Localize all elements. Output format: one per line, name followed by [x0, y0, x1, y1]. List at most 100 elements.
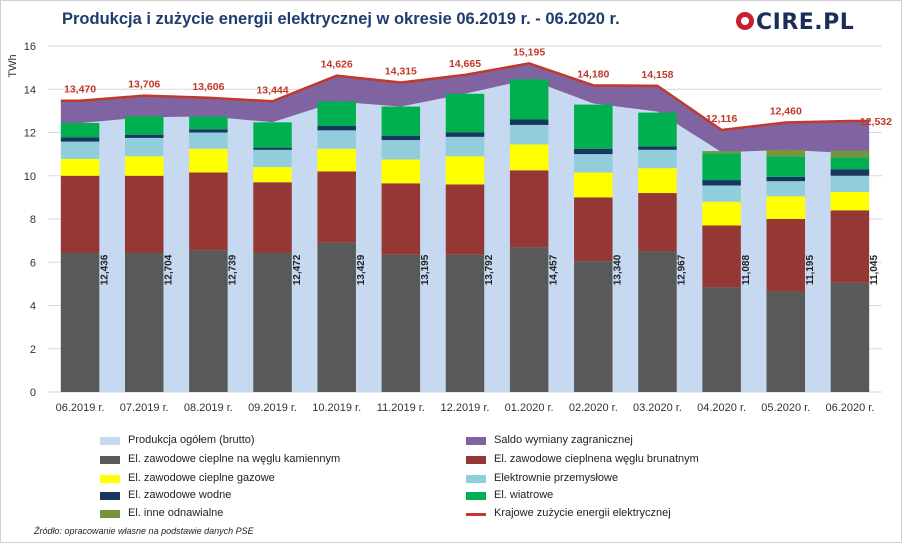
- bar-segment-4-5: [381, 135, 421, 141]
- consumption-label-8: 14,180: [577, 68, 609, 80]
- legend-label-consumption: Krajowe zużycie energii elektrycznej: [494, 507, 671, 519]
- bar-segment-0-3: [253, 252, 292, 392]
- bar-segment-3-12: [830, 175, 870, 192]
- legend-label-hard-coal: El. zawodowe cieplne na węglu kamiennym: [128, 453, 341, 465]
- y-tick-label-2: 4: [30, 301, 36, 313]
- consumption-label-1: 13,706: [128, 79, 160, 91]
- bar-segment-4-8: [574, 148, 613, 155]
- logo: CIRE.PL: [736, 10, 886, 36]
- bar-segment-5-3: [253, 122, 292, 148]
- y-tick-label-7: 14: [24, 84, 36, 96]
- x-tick-label-4: 10.2019 r.: [312, 402, 361, 414]
- x-tick-label-1: 07.2019 r.: [120, 402, 169, 414]
- bar-segment-2-4: [317, 148, 356, 172]
- consumption-label-0: 13,470: [64, 84, 96, 96]
- legend-swatch-hydro: [100, 492, 120, 500]
- x-tick-label-3: 09.2019 r.: [248, 402, 297, 414]
- legend-swatch-consumption: [466, 513, 486, 516]
- bar-segment-2-12: [830, 191, 870, 211]
- bar-segment-2-1: [124, 156, 164, 176]
- bar-segment-4-12: [830, 169, 870, 176]
- legend-label-hydro: El. zawodowe wodne: [128, 489, 232, 501]
- bar-segment-1-4: [317, 171, 356, 243]
- bar-segment-5-5: [381, 106, 421, 136]
- bar-segment-2-8: [574, 172, 613, 198]
- bar-segment-4-7: [509, 119, 549, 125]
- production-label-2: 12,739: [228, 254, 239, 285]
- source-note: Źródło: opracowanie własne na podstawie …: [34, 526, 254, 536]
- bar-segment-3-9: [638, 149, 677, 169]
- production-label-3: 12,472: [292, 254, 303, 285]
- bar-segment-5-8: [574, 104, 613, 149]
- bar-segment-6-10: [702, 151, 741, 154]
- bar-segment-1-10: [702, 225, 741, 288]
- x-tick-label-11: 05.2020 r.: [761, 402, 810, 414]
- bar-segment-3-4: [317, 130, 356, 149]
- bar-segment-1-9: [638, 193, 677, 252]
- chart-title: Produkcja i zużycie energii elektrycznej…: [62, 10, 620, 28]
- bar-segment-3-7: [509, 124, 549, 145]
- production-label-6: 13,792: [484, 254, 495, 285]
- legend-label-industrial: Elektrownie przemysłowe: [494, 472, 619, 484]
- bar-segment-3-0: [60, 141, 100, 159]
- x-tick-label-0: 06.2019 r.: [56, 402, 105, 414]
- legend-swatch-hard-coal: [100, 456, 120, 464]
- exchange-balance-area: [60, 63, 870, 154]
- production-label-4: 13,429: [356, 254, 367, 285]
- y-tick-label-8: 16: [24, 41, 36, 53]
- bar-segment-0-12: [830, 282, 870, 392]
- chart-plot: 0 2 4 6 8 10 12 14 16 TWh 13,470 13,706 13,606 13,444…: [7, 41, 892, 414]
- production-label-0: 12,436: [99, 254, 110, 285]
- production-label-5: 13,195: [420, 254, 431, 285]
- legend-swatch-industrial: [466, 475, 486, 483]
- legend-swatch-lignite: [466, 456, 486, 464]
- production-label-9: 12,967: [677, 254, 688, 285]
- bar-segment-1-7: [509, 170, 549, 248]
- legend-swatch-other-renewable: [100, 510, 120, 518]
- bar-segment-2-6: [445, 156, 485, 185]
- bar-segment-1-6: [445, 184, 485, 255]
- production-label-7: 14,457: [548, 254, 559, 285]
- x-tick-label-5: 11.2019 r.: [377, 402, 425, 414]
- bar-segment-4-9: [638, 146, 677, 150]
- bar-segment-2-3: [253, 167, 292, 183]
- consumption-label-6: 14,665: [449, 58, 481, 70]
- consumption-label-12: 12,532: [860, 116, 892, 128]
- x-tick-label-2: 08.2019 r.: [184, 402, 233, 414]
- production-label-11: 11,195: [805, 255, 816, 285]
- production-label-1: 12,704: [163, 254, 174, 285]
- bar-segment-5-10: [702, 153, 741, 181]
- logo-mark-icon: [736, 12, 754, 30]
- legend-label-production: Produkcja ogółem (brutto): [128, 434, 255, 446]
- legend-label-exchange: Saldo wymiany zagranicznej: [494, 434, 633, 446]
- y-tick-label-3: 6: [30, 257, 36, 269]
- bar-segment-3-11: [766, 181, 806, 197]
- legend-swatch-gas: [100, 475, 120, 483]
- consumption-label-9: 14,158: [641, 69, 673, 81]
- x-tick-label-7: 01.2020 r.: [505, 402, 554, 414]
- production-label-10: 11,088: [741, 255, 752, 285]
- bar-segment-0-5: [381, 254, 421, 392]
- bar-segment-0-11: [766, 291, 806, 392]
- bar-segment-0-6: [445, 254, 485, 392]
- consumption-label-3: 13,444: [256, 84, 288, 96]
- bar-segment-5-11: [766, 156, 806, 177]
- bar-segment-1-0: [60, 175, 100, 253]
- production-label-8: 13,340: [613, 254, 624, 285]
- bar-segment-2-10: [702, 201, 741, 226]
- consumption-label-10: 12,116: [706, 113, 738, 125]
- bar-segment-6-12: [830, 150, 870, 158]
- bar-segment-4-10: [702, 180, 741, 186]
- bar-segment-4-0: [60, 137, 100, 142]
- bar-segment-0-9: [638, 251, 677, 392]
- bar-segment-0-8: [574, 261, 613, 392]
- bar-segment-3-5: [381, 140, 421, 160]
- consumption-label-5: 14,315: [385, 65, 417, 77]
- bar-segment-1-8: [574, 197, 613, 262]
- x-tick-label-12: 06.2020 r.: [825, 402, 874, 414]
- legend-label-wind: El. wiatrowe: [494, 489, 554, 501]
- bar-segment-4-3: [253, 147, 292, 150]
- bar-segment-3-10: [702, 185, 741, 202]
- bar-segment-3-2: [189, 132, 228, 149]
- bar-segment-6-11: [766, 149, 806, 157]
